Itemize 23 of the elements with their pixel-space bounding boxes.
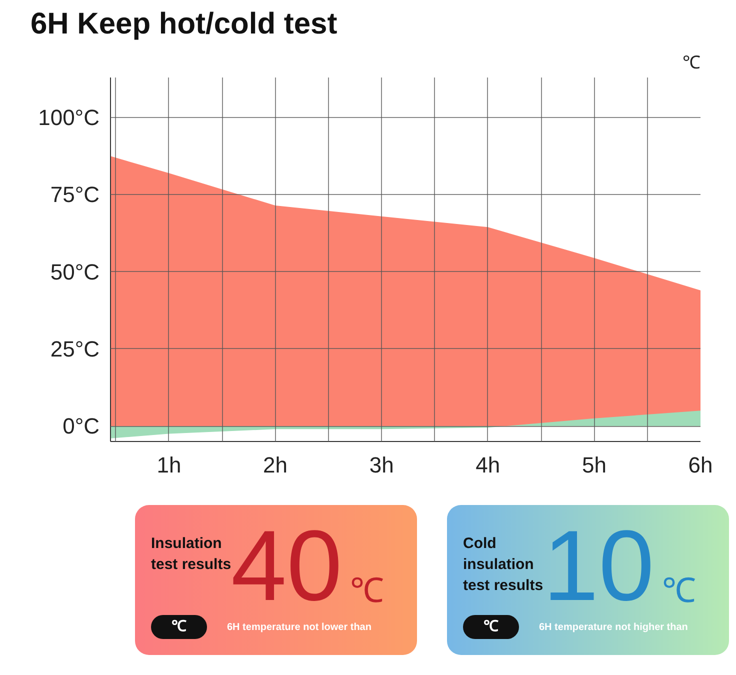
text: ℃ <box>151 615 207 639</box>
y-tick-label: 0°C <box>62 414 100 439</box>
text: 10 <box>543 510 654 622</box>
x-tick-label: 1h <box>156 452 182 478</box>
text: Cold insulation test results <box>463 534 544 596</box>
text: 6H temperature not higher than <box>539 621 688 635</box>
text: 6H temperature not lower than <box>227 621 372 635</box>
x-tick-label: 2h <box>263 452 288 478</box>
text: ℃ <box>463 615 519 639</box>
chart-title: 6H Keep hot/cold test <box>30 8 338 40</box>
text: Insulation test results <box>151 534 232 575</box>
x-tick-label: 6h <box>688 452 713 478</box>
x-tick-label: 5h <box>582 452 606 478</box>
y-tick-label: 50°C <box>50 259 100 284</box>
text: ℃ <box>682 52 700 72</box>
y-tick-label: 25°C <box>50 336 100 362</box>
y-tick-label: 100°C <box>38 105 100 130</box>
x-tick-label: 4h <box>476 452 500 478</box>
text: 40 <box>231 510 342 622</box>
text: ℃ <box>662 571 696 612</box>
text: ℃ <box>350 571 384 612</box>
y-tick-label: 75°C <box>50 182 100 208</box>
x-tick-label: 3h <box>369 452 394 478</box>
